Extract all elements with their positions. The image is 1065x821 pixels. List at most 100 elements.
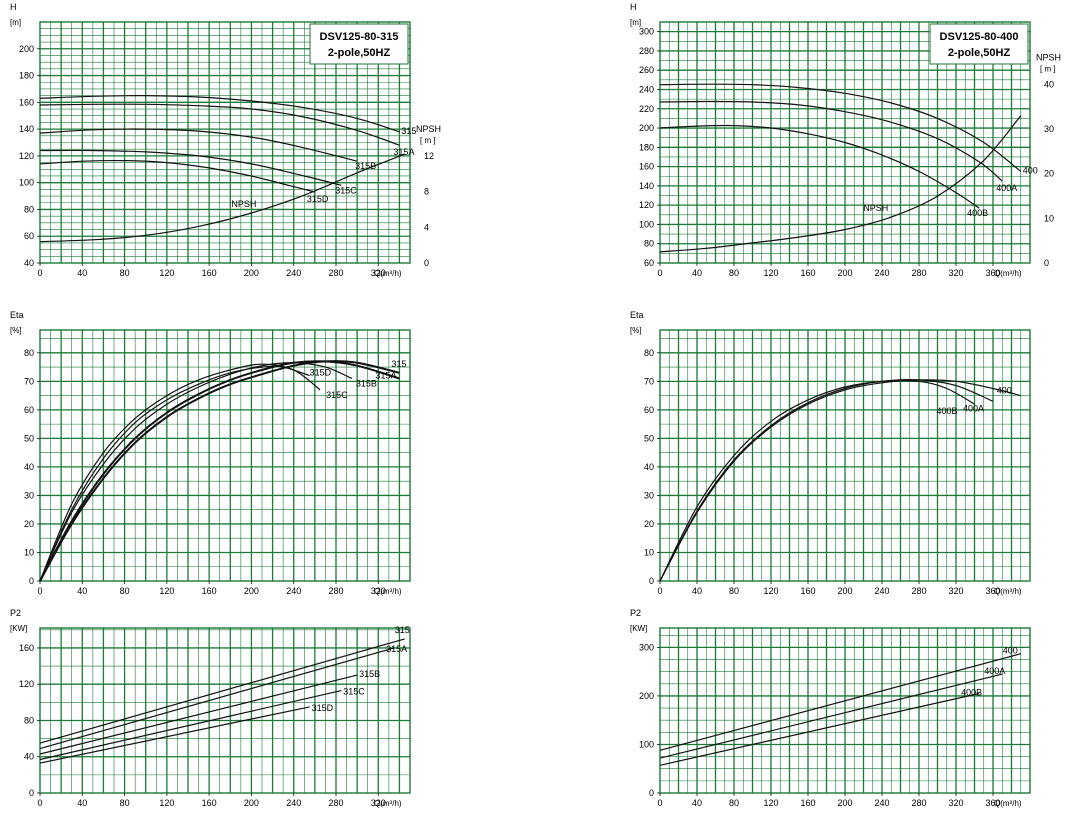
y-axis-unit: [%]	[10, 326, 22, 335]
plot-frame	[39, 627, 411, 794]
secondary-axis-unit: [ m ]	[1040, 64, 1056, 73]
x-tick-label: 280	[328, 268, 343, 278]
x-tick-label: 200	[244, 586, 259, 596]
chart-title: DSV125-80-400	[940, 31, 1019, 43]
series-line-400	[659, 83, 1022, 172]
x-tick-label: 280	[911, 586, 926, 596]
x-tick-label: 240	[874, 798, 889, 808]
x-tick-label: 0	[657, 798, 662, 808]
series-line-315d	[39, 706, 310, 764]
series-line-315a	[39, 103, 400, 146]
y-tick-label: 300	[639, 642, 654, 652]
y-tick-label: 260	[639, 65, 654, 75]
series-line-315	[39, 638, 405, 744]
series-label-400b: 400B	[937, 406, 958, 416]
y-tick-label: 60	[644, 405, 654, 415]
x-axis-unit: Q(m³/h)	[994, 587, 1022, 596]
x-tick-label: 80	[729, 586, 739, 596]
secondary-y-tick-label: 8	[424, 187, 429, 197]
secondary-y-tick-label: 30	[1044, 124, 1054, 134]
x-tick-label: 0	[657, 586, 662, 596]
chart-subtitle: 2-pole,50HZ	[948, 47, 1011, 59]
y-tick-label: 280	[639, 46, 654, 56]
series-line-400b	[659, 124, 980, 209]
x-tick-label: 240	[874, 268, 889, 278]
plot-frame	[39, 21, 411, 264]
secondary-axis-unit: [ m ]	[420, 136, 436, 145]
x-tick-label: 0	[37, 798, 42, 808]
y-tick-label: 70	[24, 376, 34, 386]
x-tick-label: 200	[837, 798, 852, 808]
plot-frame	[39, 329, 411, 582]
y-tick-label: 100	[639, 739, 654, 749]
y-tick-label: 160	[19, 97, 34, 107]
y-tick-label: 0	[29, 788, 34, 798]
x-tick-label: 80	[729, 268, 739, 278]
y-axis-label: Eta	[10, 310, 24, 320]
x-tick-label: 200	[244, 268, 259, 278]
series-label-315d: 315D	[310, 368, 332, 378]
x-tick-label: 360	[985, 586, 1000, 596]
x-tick-label: 320	[371, 586, 386, 596]
x-tick-label: 240	[286, 798, 301, 808]
chart-title: DSV125-80-315	[320, 31, 399, 43]
x-axis-unit: Q(m³/h)	[994, 799, 1022, 808]
x-tick-label: 320	[948, 586, 963, 596]
y-tick-label: 60	[24, 405, 34, 415]
x-tick-label: 200	[244, 798, 259, 808]
y-tick-label: 40	[24, 462, 34, 472]
secondary-y-tick-label: 20	[1044, 169, 1054, 179]
y-tick-label: 10	[644, 547, 654, 557]
series-line-315	[39, 94, 400, 133]
x-tick-label: 40	[77, 268, 87, 278]
y-tick-label: 70	[644, 376, 654, 386]
series-label-315: 315	[395, 625, 410, 635]
x-axis-unit: Q(m³/h)	[374, 799, 402, 808]
y-tick-label: 60	[644, 258, 654, 268]
x-tick-label: 40	[692, 586, 702, 596]
x-tick-label: 200	[837, 268, 852, 278]
x-tick-label: 360	[985, 798, 1000, 808]
series-line-315d	[39, 159, 316, 193]
y-tick-label: 220	[639, 104, 654, 114]
x-tick-label: 120	[763, 586, 778, 596]
x-tick-label: 80	[729, 798, 739, 808]
x-tick-label: 160	[202, 798, 217, 808]
series-label-315c: 315C	[335, 185, 357, 195]
x-tick-label: 240	[286, 268, 301, 278]
x-tick-label: 280	[328, 798, 343, 808]
x-tick-label: 160	[202, 268, 217, 278]
y-tick-label: 180	[19, 71, 34, 81]
x-tick-label: 0	[657, 268, 662, 278]
series-line-315a	[39, 360, 400, 582]
x-tick-label: 40	[77, 586, 87, 596]
secondary-y-tick-label: 12	[424, 151, 434, 161]
y-tick-label: 200	[19, 44, 34, 54]
x-tick-label: 120	[159, 268, 174, 278]
y-axis-label: P2	[630, 608, 641, 618]
x-tick-label: 120	[159, 586, 174, 596]
x-tick-label: 80	[120, 586, 130, 596]
x-tick-label: 320	[948, 798, 963, 808]
y-tick-label: 80	[24, 715, 34, 725]
x-tick-label: 80	[120, 798, 130, 808]
x-tick-label: 240	[874, 586, 889, 596]
x-tick-label: 120	[159, 798, 174, 808]
y-tick-label: 80	[644, 239, 654, 249]
secondary-axis-label: NPSH	[1036, 52, 1061, 62]
series-label-315b: 315B	[359, 669, 380, 679]
y-tick-label: 40	[24, 752, 34, 762]
x-tick-label: 160	[800, 798, 815, 808]
series-label-400a: 400A	[984, 666, 1005, 676]
y-tick-label: 100	[639, 219, 654, 229]
y-tick-label: 140	[19, 124, 34, 134]
x-tick-label: 320	[371, 798, 386, 808]
series-label-400: 400	[997, 386, 1012, 396]
y-axis-label: H	[10, 2, 17, 12]
x-tick-label: 40	[692, 268, 702, 278]
chart-h-400: 0 40 80 120 160 200 240 280 320 360Q(m³/h)6080100…	[630, 2, 1061, 278]
x-tick-label: 280	[328, 586, 343, 596]
